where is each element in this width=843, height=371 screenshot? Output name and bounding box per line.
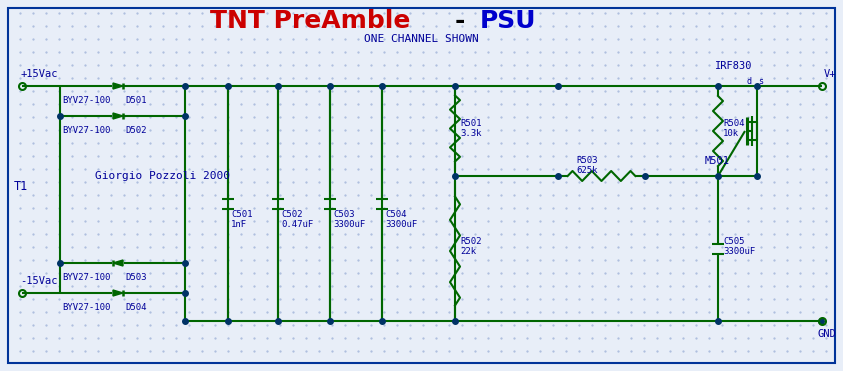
Text: M501: M501 [705,156,730,166]
Text: -15Vac: -15Vac [20,276,57,286]
Text: Giorgio Pozzoli 2000: Giorgio Pozzoli 2000 [95,171,230,181]
Text: 1nF: 1nF [231,220,247,229]
Polygon shape [113,83,123,89]
Text: BYV27-100: BYV27-100 [62,125,110,135]
Polygon shape [113,113,123,119]
Text: IRF830: IRF830 [715,61,753,71]
Text: +15Vac: +15Vac [20,69,57,79]
Text: 3.3k: 3.3k [460,128,481,138]
Text: C505: C505 [723,236,744,246]
Text: 625k: 625k [576,165,598,174]
Text: BYV27-100: BYV27-100 [62,95,110,105]
Text: D504: D504 [125,302,147,312]
Text: D503: D503 [125,273,147,282]
Text: R501: R501 [460,118,481,128]
Text: TNT PreAmble: TNT PreAmble [210,9,419,33]
Text: GND: GND [818,329,837,339]
Text: V+: V+ [824,69,836,79]
Text: s: s [759,76,764,85]
Text: C502: C502 [281,210,303,219]
Text: PSU: PSU [480,9,536,33]
Text: 3300uF: 3300uF [723,246,755,256]
Text: 0.47uF: 0.47uF [281,220,314,229]
Text: BYV27-100: BYV27-100 [62,273,110,282]
Text: R504: R504 [723,118,744,128]
Text: T1: T1 [14,180,29,193]
Text: R502: R502 [460,236,481,246]
Text: 22k: 22k [460,246,476,256]
Polygon shape [113,260,123,266]
Text: R503: R503 [576,155,598,164]
Text: 10k: 10k [723,128,739,138]
Text: C504: C504 [385,210,406,219]
Text: 3300uF: 3300uF [333,220,365,229]
Text: D501: D501 [125,95,147,105]
Text: C503: C503 [333,210,355,219]
Text: -: - [455,9,474,33]
Text: ONE CHANNEL SHOWN: ONE CHANNEL SHOWN [363,34,478,44]
Text: BYV27-100: BYV27-100 [62,302,110,312]
Text: 3300uF: 3300uF [385,220,417,229]
Text: C501: C501 [231,210,253,219]
Polygon shape [113,290,123,296]
Text: d: d [747,76,751,85]
Text: D502: D502 [125,125,147,135]
